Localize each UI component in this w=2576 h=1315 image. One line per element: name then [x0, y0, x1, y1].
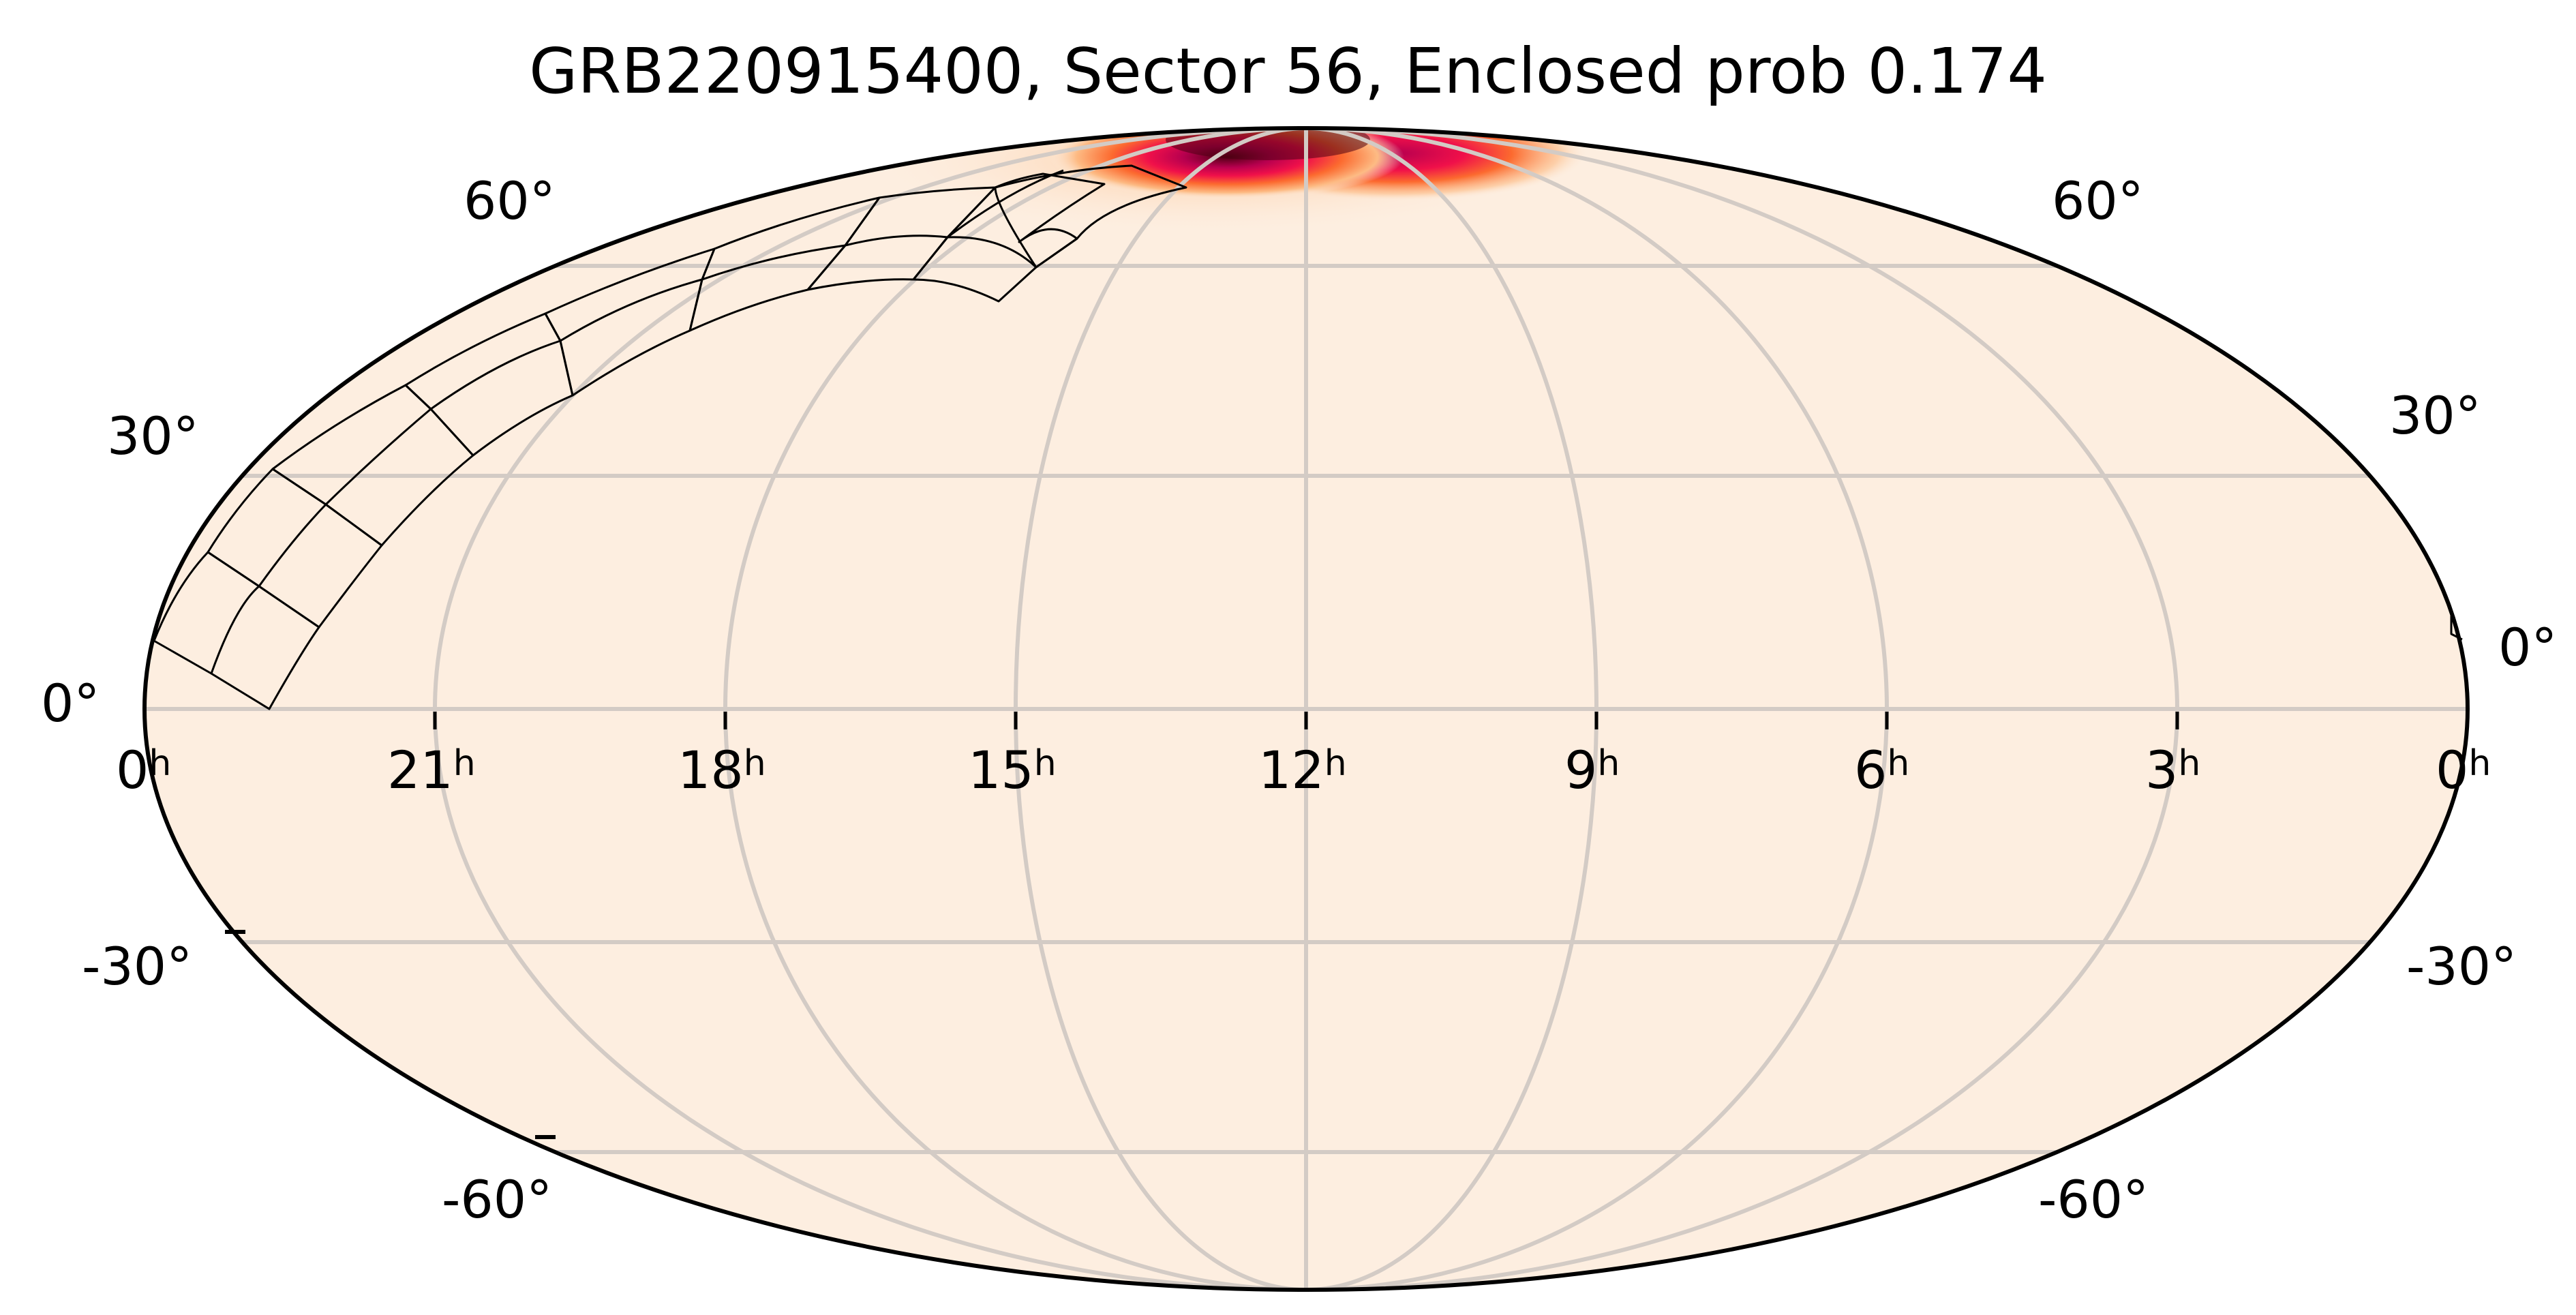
ccd-divider [430, 339, 561, 410]
ra-label-12h: 12h [1258, 740, 1347, 800]
meridian-18h [723, 128, 1307, 1290]
ccd-outline [912, 172, 1106, 303]
dec-label-right-m60: -60° [2038, 1169, 2149, 1230]
ccd-divider [258, 503, 327, 587]
meridian-9h [1305, 128, 1598, 1290]
sector-footprint [153, 164, 2463, 710]
ra-label-15h: 15h [968, 740, 1057, 800]
dec-label-right-m30: -30° [2406, 936, 2517, 997]
dec-ticks [225, 930, 556, 1139]
ra-label-0h-left: 0h [116, 740, 172, 800]
plot-frame [142, 126, 2470, 1292]
ra-label-6h: 6h [1854, 740, 1910, 800]
dec-label-right-60: 60° [2052, 170, 2144, 231]
dec-label-left-60: 60° [464, 170, 556, 231]
ra-label-3h: 3h [2145, 740, 2201, 800]
ra-label-9h: 9h [1564, 740, 1620, 800]
meridian-15h [1014, 128, 1307, 1290]
graticule [145, 128, 2468, 1290]
dec-label-right-0: 0° [2498, 617, 2558, 678]
chart-title: GRB220915400, Sector 56, Enclosed prob 0… [529, 35, 2047, 108]
meridian-6h [1305, 128, 1889, 1290]
meridian-21h [433, 128, 1307, 1290]
ccd-outline [994, 164, 1187, 269]
dec-label-left-0: 0° [41, 673, 100, 734]
meridian-3h [1305, 128, 2179, 1290]
ra-label-0h-right: 0h [2436, 740, 2491, 800]
ra-label-21h: 21h [387, 740, 476, 800]
ra-label-18h: 18h [678, 740, 766, 800]
ccd-divider [947, 169, 1064, 239]
ccd-divider [210, 585, 260, 674]
ccd-divider [560, 278, 703, 342]
ra-ticks [433, 712, 2179, 729]
dec-label-left-30: 30° [107, 406, 199, 466]
dec-label-left-m30: -30° [82, 936, 193, 997]
ccd-divider [324, 408, 431, 506]
ccd-divider [701, 244, 846, 281]
dec-label-right-30: 30° [2389, 385, 2481, 446]
dec-label-left-m60: -60° [442, 1169, 553, 1230]
